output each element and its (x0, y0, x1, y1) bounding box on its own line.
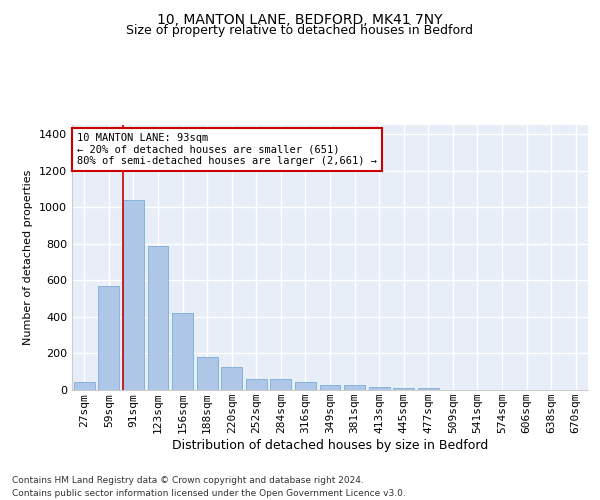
Text: Contains HM Land Registry data © Crown copyright and database right 2024.: Contains HM Land Registry data © Crown c… (12, 476, 364, 485)
Bar (148, 246, 169, 390)
Text: 10, MANTON LANE, BEDFORD, MK41 7NY: 10, MANTON LANE, BEDFORD, MK41 7NY (157, 12, 443, 26)
Bar (98, 286, 119, 390)
X-axis label: Distribution of detached houses by size in Bedford: Distribution of detached houses by size … (172, 439, 488, 452)
Bar (197, 357, 218, 390)
Y-axis label: Number of detached properties: Number of detached properties (23, 170, 34, 345)
Text: Contains public sector information licensed under the Open Government Licence v3: Contains public sector information licen… (12, 489, 406, 498)
Bar (172, 313, 193, 390)
Bar (221, 366, 242, 390)
Bar (271, 380, 292, 390)
Bar (295, 382, 316, 390)
Bar (123, 200, 144, 390)
Bar (320, 385, 340, 390)
Bar (418, 388, 439, 390)
Bar (344, 385, 365, 390)
Text: Size of property relative to detached houses in Bedford: Size of property relative to detached ho… (127, 24, 473, 37)
Bar (74, 382, 95, 390)
Bar (246, 379, 267, 390)
Bar (393, 388, 414, 390)
Text: 10 MANTON LANE: 93sqm
← 20% of detached houses are smaller (651)
80% of semi-det: 10 MANTON LANE: 93sqm ← 20% of detached … (77, 133, 377, 166)
Bar (368, 386, 389, 390)
